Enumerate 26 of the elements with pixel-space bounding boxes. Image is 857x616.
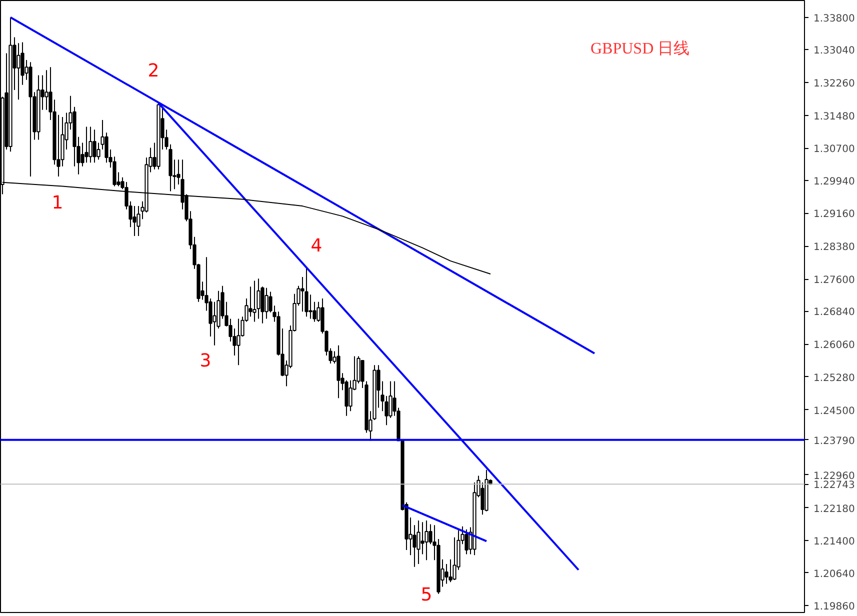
annotation: 3 [200, 350, 212, 372]
annotation: 5 [420, 584, 432, 606]
y-tick-label: 1.19860 [814, 602, 855, 613]
y-tick-label: 1.29160 [814, 209, 855, 220]
y-tick-label: 1.33040 [814, 45, 855, 56]
annotation: 2 [148, 60, 160, 82]
annotation: 1 [52, 192, 64, 214]
ref-line-label: 1.22743 [814, 480, 855, 492]
text: GBPUSD 日线 [590, 40, 690, 58]
y-tick-label: 1.33800 [814, 13, 855, 24]
ref-line-label: 1.23790 [814, 436, 855, 447]
y-tick-label: 1.22960 [814, 470, 855, 482]
y-tick-label: 1.25280 [814, 372, 855, 384]
y-tick-label: 1.22180 [814, 504, 855, 515]
y-tick-label: 1.21400 [814, 536, 855, 548]
y-tick-label: 1.30700 [814, 144, 855, 156]
y-tick-label: 1.26060 [814, 340, 855, 352]
y-tick-label: 1.31480 [814, 111, 855, 122]
y-tick-label: 1.20640 [814, 568, 855, 580]
y-tick-label: 1.28380 [814, 242, 855, 254]
y-tick-label: 1.32260 [814, 78, 855, 90]
y-tick-label: 1.27600 [814, 275, 855, 286]
annotation: 4 [310, 236, 322, 256]
y-tick-label: 1.24500 [814, 406, 855, 417]
y-tick-label: 1.26840 [814, 307, 855, 318]
y-tick-label: 1.29940 [814, 176, 855, 188]
